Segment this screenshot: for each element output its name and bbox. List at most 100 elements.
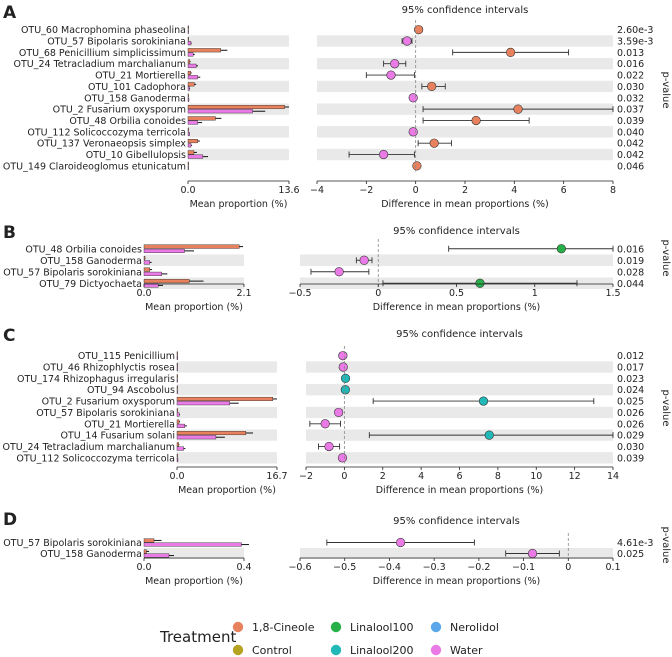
diff-point <box>408 127 418 137</box>
ci-title: 95% confidence intervals <box>402 5 529 16</box>
row-band <box>306 384 613 396</box>
diff-point <box>414 25 424 35</box>
row-band <box>188 126 289 138</box>
legend-label: Linalool100 <box>350 621 413 634</box>
diff-axis-tick-label: 0 <box>565 562 571 573</box>
row-label: OTU_158 Ganoderma <box>84 93 186 104</box>
diff-point <box>471 115 481 126</box>
row-label: OTU_115 Penicillium <box>78 351 175 362</box>
bar-axis-tick-label: 0.0 <box>136 562 151 573</box>
bar-axis-tick-label: 16.7 <box>266 471 287 482</box>
p-value-label: 0.028 <box>617 267 644 278</box>
row-label: OTU_2 Fusarium oxysporum <box>53 105 186 116</box>
bar-group-b <box>143 553 170 558</box>
p-value-label: 0.026 <box>617 408 644 419</box>
legend-swatch <box>232 644 244 656</box>
bar-axis-tick-label: 2.1 <box>236 288 251 299</box>
diff-axis-tick-label: 6 <box>561 185 567 196</box>
bar-group-b <box>176 435 217 440</box>
row-band <box>188 148 289 161</box>
row-label: OTU_158 Ganoderma <box>40 256 142 267</box>
diff-axis-tick-label: −0.2 <box>467 562 490 573</box>
diff-point <box>340 373 351 383</box>
diff-axis-tick-label: 2 <box>380 471 386 482</box>
p-value-label: 0.025 <box>617 397 644 408</box>
diff-point <box>386 70 396 80</box>
row-label: OTU_57 Bipolaris sorokiniana <box>3 267 142 278</box>
diff-axis-tick-label: −0.6 <box>288 562 311 573</box>
row-band <box>177 452 277 464</box>
p-value-label: 0.012 <box>617 351 644 362</box>
bar-group-b <box>187 41 192 46</box>
diff-axis-tick-label: 6 <box>456 471 462 482</box>
diff-point <box>513 104 523 114</box>
p-value-label: 0.029 <box>617 431 644 442</box>
bar-group-b <box>187 120 198 125</box>
row-label: OTU_79 Dictyochaeta <box>39 279 142 290</box>
row-label: OTU_149 Claroideoglomus etunicatum <box>3 161 186 172</box>
legend-swatch <box>430 644 442 656</box>
bar-group-b <box>187 97 190 102</box>
diff-point <box>338 362 348 372</box>
bar-group-a <box>176 351 178 356</box>
diff-point <box>506 47 516 57</box>
bar-group-a <box>176 442 179 447</box>
bar-group-a <box>187 70 191 75</box>
row-label: OTU_57 Bipolaris sorokiniana <box>47 37 186 48</box>
diff-axis-tick-label: −4 <box>310 185 324 196</box>
bar-group-b <box>187 63 197 68</box>
row-label: OTU_48 Orbilia conoides <box>69 116 186 127</box>
p-value-axis-title: p-value <box>660 239 671 276</box>
diff-axis-tick-label: 0.1 <box>605 562 620 573</box>
p-value-label: 0.032 <box>617 93 644 104</box>
legend-label: Control <box>252 644 292 657</box>
diff-point <box>527 548 538 559</box>
bar-axis-title: Mean proportion (%) <box>145 576 243 587</box>
row-band <box>188 35 289 47</box>
bar-group-a <box>176 374 178 379</box>
panel-letter: A <box>3 3 17 23</box>
p-value-axis-title: p-value <box>660 526 671 563</box>
diff-axis-tick-label: 0 <box>413 185 419 196</box>
panels-group: A 95% confidence intervals OTU_60 Macropho… <box>3 3 671 587</box>
diff-point <box>556 244 566 254</box>
row-band <box>317 80 613 93</box>
row-label: OTU_24 Tetracladium marchalianum <box>14 59 186 70</box>
diff-axis-tick-label: 10 <box>530 471 542 482</box>
diff-axis-tick-label: 2 <box>462 185 468 196</box>
diff-point <box>359 255 369 265</box>
diff-axis-tick-label: 0 <box>375 288 381 299</box>
bar-group-a <box>176 453 178 458</box>
row-band <box>177 406 277 419</box>
p-value-label: 3.59e-3 <box>617 37 653 48</box>
p-value-label: 0.013 <box>617 48 644 59</box>
diff-point <box>337 453 348 463</box>
panel-letter: D <box>3 510 17 530</box>
row-label: OTU_10 Gibellulopsis <box>86 150 186 161</box>
bar-axis-tick-label: 13.6 <box>278 185 299 196</box>
panel-A: A 95% confidence intervals OTU_60 Macropho… <box>3 3 671 210</box>
legend-title: Treatment <box>159 628 236 646</box>
bar-group-b <box>187 131 190 136</box>
row-label: OTU_174 Rhizophagus irregularis <box>17 374 175 385</box>
diff-axis-tick-label: −0.1 <box>512 562 535 573</box>
p-value-label: 0.026 <box>617 419 644 430</box>
bar-group-a <box>176 419 180 424</box>
bar-group-b <box>176 457 179 462</box>
bar-group-b <box>176 355 178 360</box>
bar-group-b <box>176 389 178 394</box>
diff-point <box>402 36 412 46</box>
bar-group-b <box>187 154 204 159</box>
p-value-label: 0.042 <box>617 139 644 150</box>
diff-point <box>478 396 489 406</box>
row-band <box>317 58 613 70</box>
p-value-label: 0.039 <box>617 116 644 127</box>
legend-label: Water <box>450 644 483 657</box>
row-band <box>300 254 613 266</box>
bar-group-b <box>176 446 184 451</box>
diff-axis-tick-label: −2 <box>359 185 373 196</box>
diff-point <box>475 278 485 288</box>
row-label: OTU_57 Bipolaris sorokiniana <box>3 538 142 549</box>
diff-point <box>427 81 437 92</box>
row-label: OTU_21 Mortierella <box>84 419 175 430</box>
